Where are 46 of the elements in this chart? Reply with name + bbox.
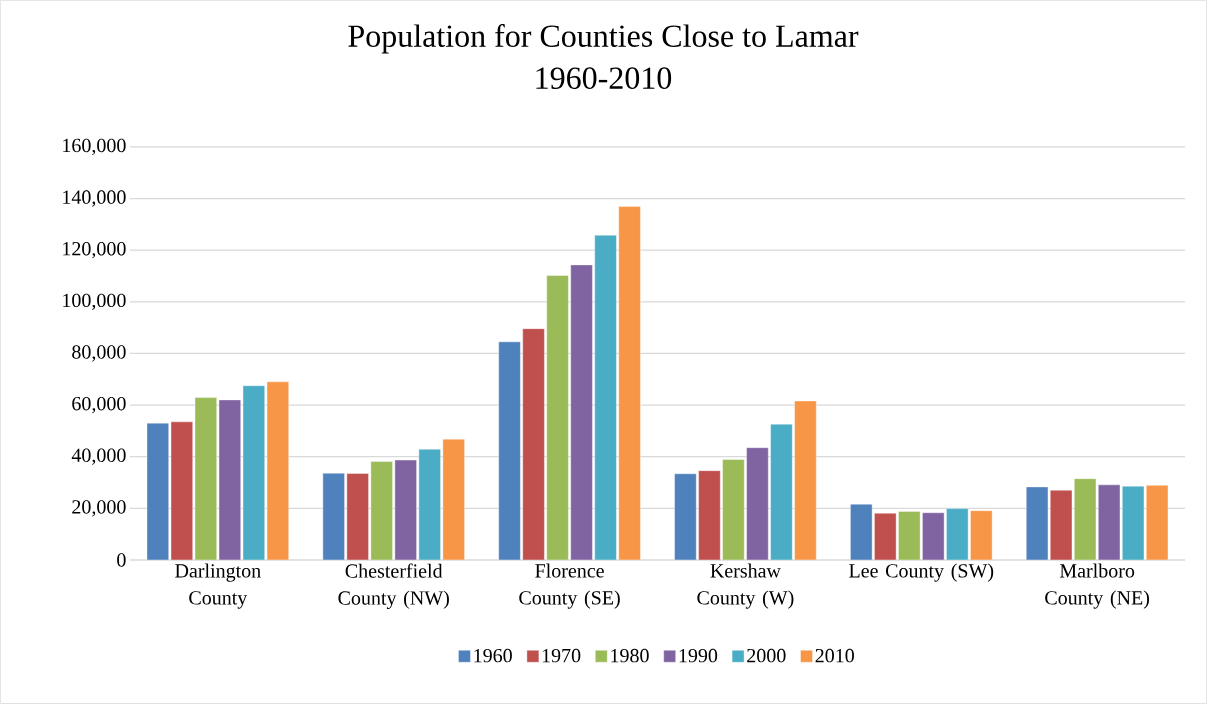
- bar: [346, 473, 369, 561]
- bar: [322, 473, 345, 561]
- legend-label: 2010: [815, 648, 854, 663]
- bar: [946, 508, 969, 561]
- bar: [698, 470, 721, 561]
- chart-title: Population for Counties Close to Lamar 1960-2010: [348, 24, 859, 89]
- x-tick-label: Florence County (SE): [519, 563, 620, 609]
- bar: [1026, 486, 1049, 561]
- legend-label: 1960: [474, 648, 512, 663]
- y-tick-label: 20,000: [72, 500, 126, 517]
- bar: [922, 512, 945, 561]
- y-tick-label: 120,000: [63, 242, 126, 259]
- bar: [1146, 485, 1169, 561]
- bar: [170, 421, 193, 561]
- bar: [570, 264, 593, 561]
- legend-label: 1970: [542, 648, 581, 663]
- y-tick-label: 60,000: [72, 396, 126, 414]
- bar: [242, 385, 265, 561]
- y-tick-label: 140,000: [63, 190, 126, 207]
- bar: [746, 447, 769, 561]
- legend-label: 1980: [611, 648, 649, 663]
- bar: [1098, 484, 1121, 561]
- x-tick-label: Kershaw County (W): [697, 563, 794, 609]
- bar: [218, 399, 241, 561]
- bar: [394, 459, 417, 561]
- bar: [522, 328, 545, 561]
- x-tick-label: Darlington County: [175, 563, 261, 609]
- x-tick-label: Chesterfield County (NW): [338, 563, 449, 609]
- y-tick-label: 0: [117, 553, 126, 567]
- bar: [498, 341, 521, 561]
- y-tick-label: 40,000: [71, 448, 126, 465]
- bar: [146, 423, 169, 561]
- y-tick-label: 80,000: [72, 345, 126, 362]
- x-tick-label: Lee County (SW): [849, 563, 994, 582]
- bar: [674, 473, 697, 561]
- y-tick-label: 100,000: [63, 293, 126, 311]
- legend-label: 1990: [679, 648, 718, 663]
- bar: [418, 449, 441, 561]
- bar: [1122, 485, 1145, 561]
- bar: [266, 381, 289, 561]
- bar: [770, 424, 793, 561]
- x-tick-label: Marlboro County (NE): [1045, 563, 1150, 609]
- y-tick-label: 160,000: [63, 138, 126, 156]
- legend-label: 2000: [747, 648, 786, 663]
- bar: [1050, 490, 1073, 561]
- bar: [594, 235, 617, 561]
